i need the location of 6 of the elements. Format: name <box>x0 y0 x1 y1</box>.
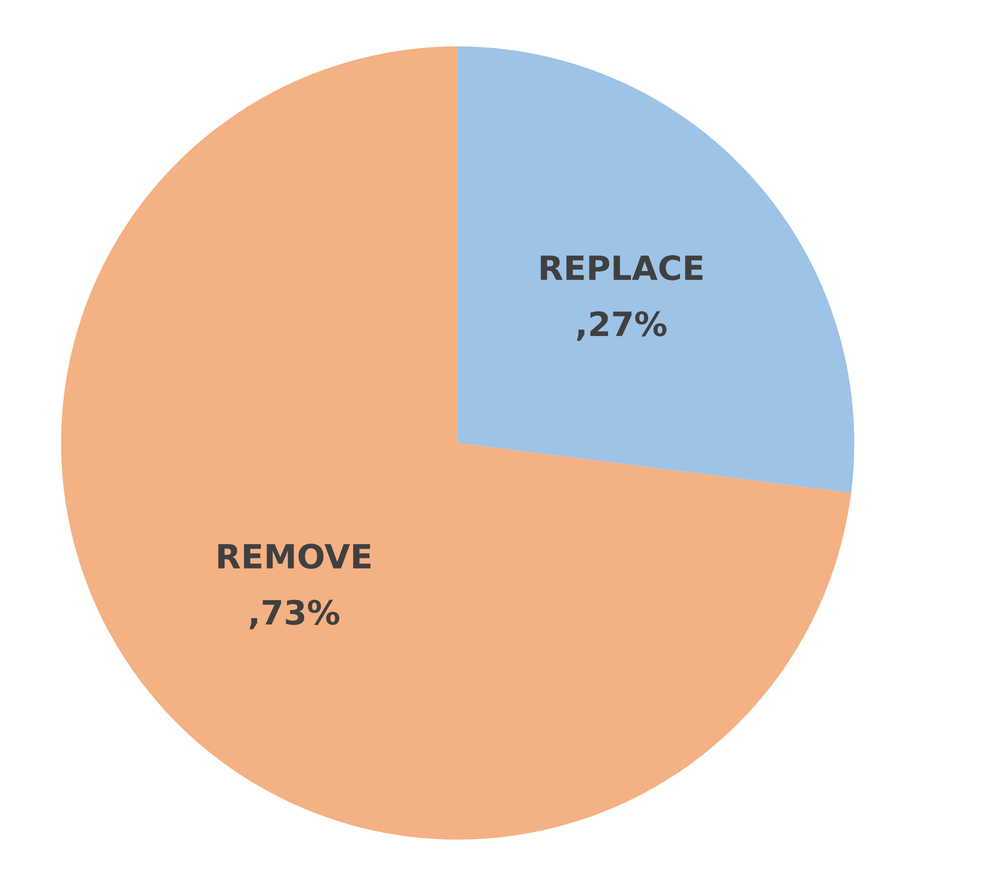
pie-slice <box>61 46 852 840</box>
slice-label: REMOVE <box>218 544 370 569</box>
pie-slice <box>458 46 854 493</box>
data-label: ,27% <box>576 311 666 341</box>
data-label: ,73% <box>250 600 340 630</box>
slice-label: REPLACE <box>540 255 702 280</box>
